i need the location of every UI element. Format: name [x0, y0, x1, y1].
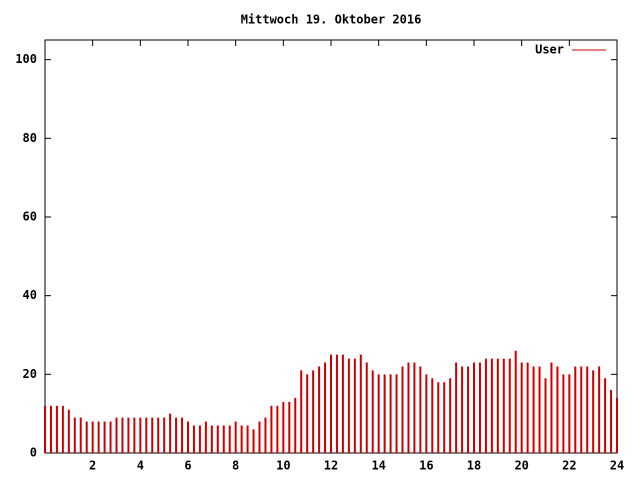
- y-tick-label: 40: [23, 288, 37, 302]
- x-tick-label: 8: [232, 459, 239, 473]
- y-tick-label: 20: [23, 367, 37, 381]
- x-tick-label: 12: [324, 459, 338, 473]
- x-tick-label: 4: [137, 459, 144, 473]
- chart-title: Mittwoch 19. Oktober 2016: [241, 13, 422, 27]
- x-tick-label: 24: [610, 459, 624, 473]
- y-tick-label: 0: [30, 446, 37, 460]
- x-tick-label: 16: [419, 459, 433, 473]
- x-tick-label: 20: [514, 459, 528, 473]
- x-tick-label: 6: [184, 459, 191, 473]
- y-tick-label: 80: [23, 131, 37, 145]
- x-tick-label: 18: [467, 459, 481, 473]
- x-tick-label: 14: [371, 459, 385, 473]
- x-tick-label: 22: [562, 459, 576, 473]
- y-tick-label: 100: [15, 52, 37, 66]
- x-tick-label: 2: [89, 459, 96, 473]
- legend-label: User: [535, 43, 564, 57]
- x-tick-label: 10: [276, 459, 290, 473]
- y-tick-label: 60: [23, 210, 37, 224]
